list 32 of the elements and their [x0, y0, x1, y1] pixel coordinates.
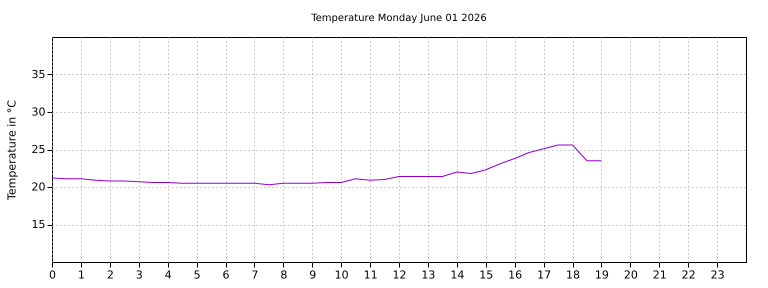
x-tick-label: 2 [106, 268, 114, 282]
x-tick-label: 9 [309, 268, 316, 282]
x-tick-label: 21 [652, 268, 667, 282]
chart-title: Temperature Monday June 01 2026 [310, 13, 487, 24]
x-tick-label: 3 [136, 268, 143, 282]
x-tick-label: 0 [49, 268, 56, 282]
x-tick-label: 20 [624, 268, 638, 282]
x-tick-label: 12 [392, 268, 406, 282]
y-tick-label: 30 [32, 106, 46, 118]
x-tick-label: 1 [78, 268, 85, 282]
x-tick-label: 8 [280, 268, 288, 282]
x-tick-label: 13 [421, 268, 436, 282]
x-tick-label: 23 [710, 268, 725, 282]
x-tick-label: 6 [222, 268, 230, 282]
x-tick-label: 11 [364, 268, 378, 282]
y-tick-label: 20 [32, 180, 46, 194]
x-tick-label: 7 [251, 268, 258, 282]
x-tick-label: 14 [450, 268, 464, 282]
x-tick-label: 17 [537, 268, 552, 282]
line-series [52, 144, 602, 186]
x-tick-label: 10 [334, 268, 349, 282]
x-tick-label: 19 [594, 268, 609, 282]
x-tick-label: 15 [479, 268, 494, 282]
x-tick-label: 22 [682, 268, 696, 282]
y-tick-label: 15 [32, 218, 46, 231]
x-tick-label: 18 [566, 268, 580, 282]
y-tick-label: 25 [32, 143, 46, 156]
x-tick-label: 5 [194, 268, 201, 282]
y-axis-title: Temperature in °C [6, 100, 19, 201]
x-tick-label: 16 [508, 268, 522, 282]
x-tick-label: 4 [164, 268, 172, 282]
y-tick-label: 35 [32, 68, 46, 81]
